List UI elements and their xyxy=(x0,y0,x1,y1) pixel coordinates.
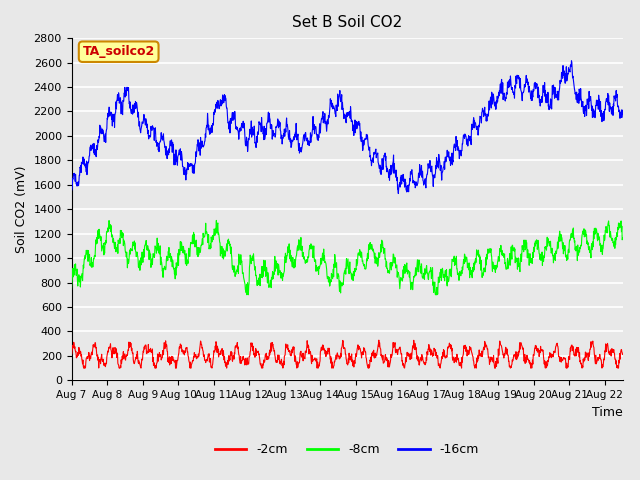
X-axis label: Time: Time xyxy=(592,406,623,419)
Text: TA_soilco2: TA_soilco2 xyxy=(83,45,155,58)
Title: Set B Soil CO2: Set B Soil CO2 xyxy=(292,15,402,30)
Y-axis label: Soil CO2 (mV): Soil CO2 (mV) xyxy=(15,166,28,253)
Legend: -2cm, -8cm, -16cm: -2cm, -8cm, -16cm xyxy=(210,438,484,461)
